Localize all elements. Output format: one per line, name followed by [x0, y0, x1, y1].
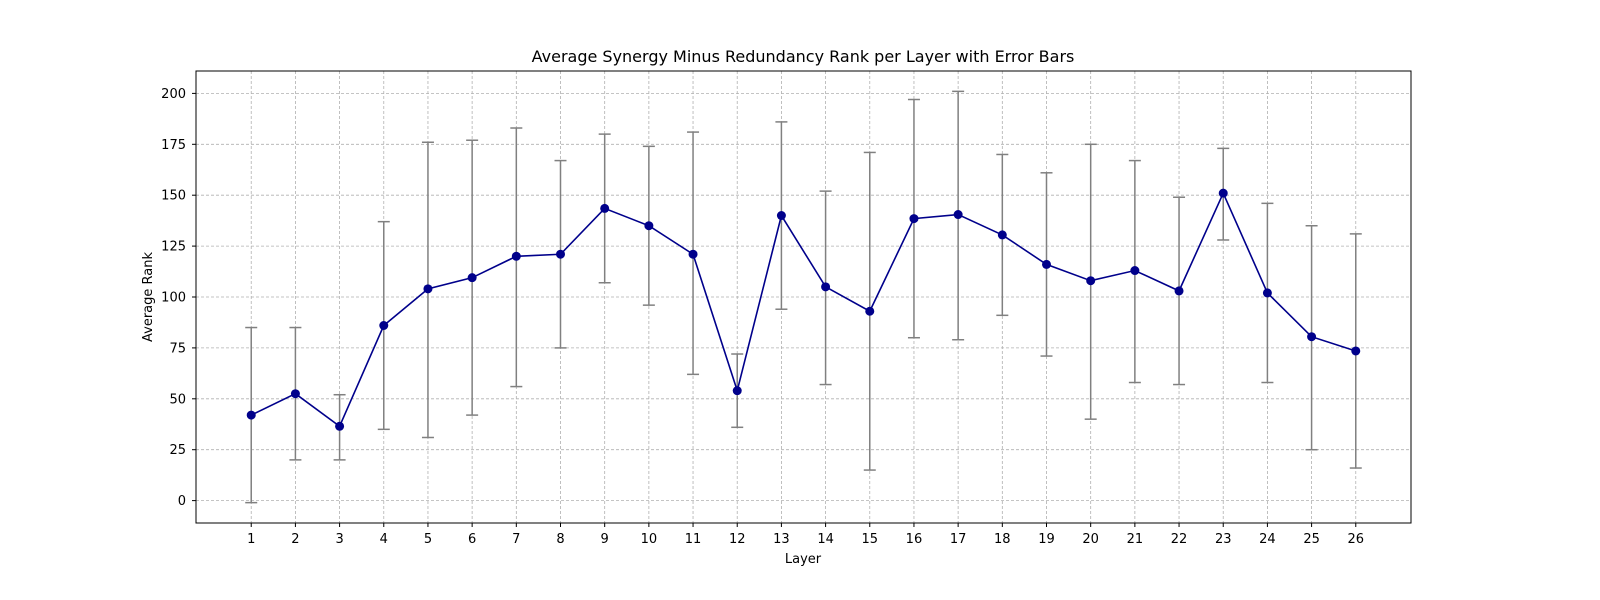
- y-tick-label: 150: [161, 189, 186, 204]
- data-point: [1042, 259, 1051, 269]
- data-point: [865, 306, 875, 316]
- x-tick-label: 8: [556, 532, 564, 547]
- grid: [196, 71, 1411, 523]
- data-point: [953, 210, 963, 220]
- x-tick-label: 26: [1347, 532, 1364, 547]
- data-point: [1174, 286, 1184, 296]
- data-point: [335, 421, 345, 431]
- series-line: [250, 191, 1357, 428]
- data-point: [467, 273, 477, 283]
- x-tick-label: 5: [424, 532, 432, 547]
- x-tick-label: 3: [335, 532, 343, 547]
- data-point: [423, 284, 433, 294]
- data-point: [379, 321, 389, 331]
- x-tick-label: 13: [773, 532, 790, 547]
- data-point: [246, 410, 256, 420]
- data-point: [821, 282, 831, 292]
- x-tick-label: 18: [994, 532, 1011, 547]
- data-point: [1351, 346, 1361, 356]
- x-tick-label: 14: [817, 532, 834, 547]
- data-point: [997, 230, 1007, 240]
- x-tick-label: 4: [380, 532, 388, 547]
- x-tick-label: 19: [1038, 532, 1055, 547]
- x-tick-label: 22: [1171, 532, 1188, 547]
- data-point: [644, 221, 654, 231]
- x-tick-label: 16: [906, 532, 923, 547]
- x-tick-label: 11: [685, 532, 702, 547]
- y-tick-label: 25: [169, 443, 186, 458]
- x-axis-ticks: 1 2 3 4 5 6 7 8 9 10 11 12 13 14 15 16 17 18 19 20 21 22 23 24 2…: [247, 523, 1364, 547]
- data-point: [688, 249, 698, 259]
- y-tick-label: 125: [161, 240, 186, 255]
- data-point: [1086, 276, 1096, 286]
- data-point: [1262, 288, 1272, 298]
- x-tick-label: 12: [729, 532, 746, 547]
- x-tick-label: 1: [247, 532, 255, 547]
- data-point: [511, 251, 521, 261]
- y-axis-label: Average Rank: [141, 252, 156, 342]
- y-tick-label: 75: [169, 341, 186, 356]
- data-point: [556, 249, 565, 259]
- x-tick-label: 6: [468, 532, 476, 547]
- data-point: [600, 203, 610, 213]
- x-tick-label: 21: [1127, 532, 1144, 547]
- x-tick-label: 9: [601, 532, 609, 547]
- data-point: [732, 386, 742, 396]
- x-tick-label: 17: [950, 532, 967, 547]
- y-tick-label: 200: [161, 87, 186, 102]
- x-tick-label: 20: [1082, 532, 1099, 547]
- data-points: [246, 188, 1361, 431]
- y-tick-label: 100: [161, 291, 186, 306]
- data-point: [290, 389, 300, 399]
- y-axis-ticks: 0 25 50 75 100 125 150 175 200: [161, 87, 196, 509]
- data-point: [909, 214, 919, 224]
- x-tick-label: 10: [641, 532, 658, 547]
- x-axis-label: Layer: [785, 552, 822, 567]
- series-polyline: [250, 191, 1357, 428]
- y-tick-label: 175: [161, 138, 186, 153]
- x-tick-label: 23: [1215, 532, 1232, 547]
- y-tick-label: 50: [169, 392, 186, 407]
- x-tick-label: 24: [1259, 532, 1276, 547]
- data-point: [1218, 188, 1228, 198]
- data-point: [1307, 332, 1317, 342]
- x-tick-label: 25: [1303, 532, 1320, 547]
- y-tick-label: 0: [178, 494, 186, 509]
- data-point: [1130, 266, 1140, 276]
- x-tick-label: 7: [512, 532, 520, 547]
- x-tick-label: 2: [291, 532, 299, 547]
- chart-title: Average Synergy Minus Redundancy Rank pe…: [532, 47, 1075, 66]
- data-point: [776, 211, 786, 221]
- x-tick-label: 15: [861, 532, 878, 547]
